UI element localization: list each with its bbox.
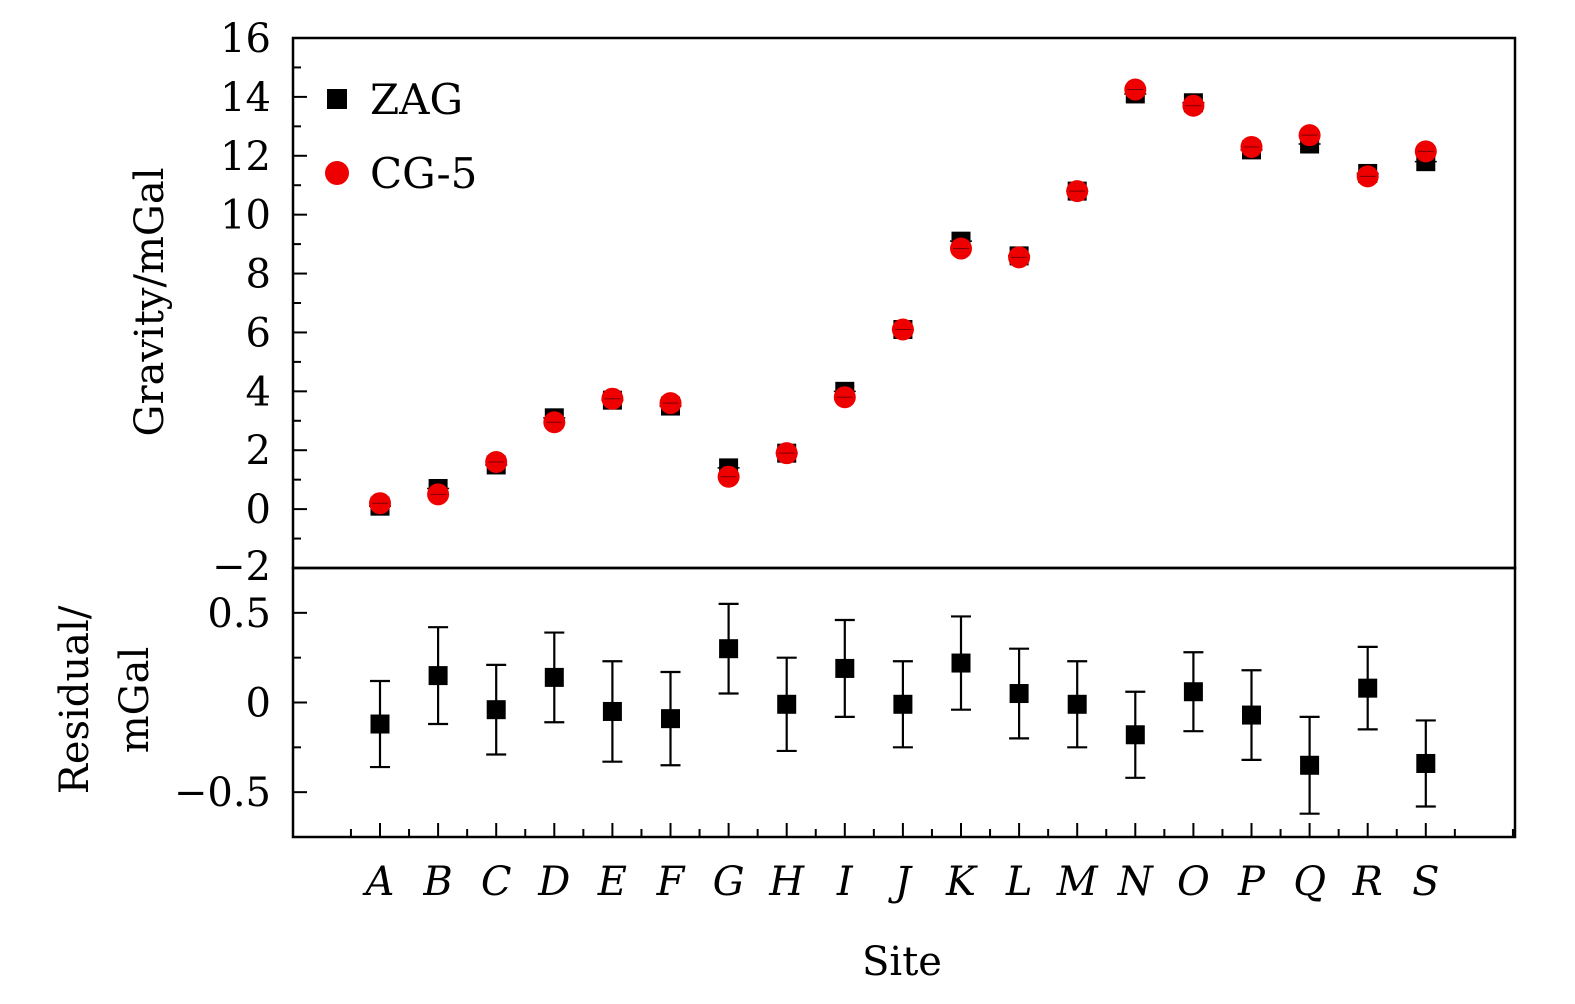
site-tick-label: C: [481, 859, 512, 905]
site-tick-label: K: [945, 859, 978, 905]
residual-point: [602, 701, 622, 721]
legend-zag-marker: [327, 89, 347, 109]
site-tick-label: E: [597, 859, 627, 905]
site-tick-label: M: [1056, 859, 1099, 905]
residual-point: [1300, 755, 1320, 775]
residual-point: [835, 658, 855, 678]
site-tick-label: L: [1005, 859, 1033, 905]
residual-point: [1067, 694, 1087, 714]
site-tick-label: I: [836, 859, 854, 905]
site-tick-label: A: [362, 859, 395, 905]
gravity-panel-frame: [291, 36, 1517, 570]
gravity-axis-label: Gravity/mGal: [127, 168, 173, 437]
residual-point: [719, 639, 739, 659]
site-tick-label: D: [537, 859, 570, 905]
residual-point: [951, 653, 971, 673]
site-tick-label: G: [713, 859, 745, 905]
gravity-tick-label: 16: [220, 16, 271, 62]
residual-point: [893, 694, 913, 714]
residual-point: [1125, 725, 1145, 745]
legend: ZAG CG-5: [325, 75, 477, 198]
legend-cg5-label: CG-5: [370, 149, 477, 198]
site-tick-label: H: [768, 859, 805, 905]
site-tick-label: R: [1352, 859, 1383, 905]
residual-panel: −0.5 0 0.5: [174, 566, 1517, 839]
residual-tick-label: 0.5: [207, 591, 271, 637]
site-tick-label: J: [888, 859, 913, 905]
residual-point: [1416, 753, 1436, 773]
residual-point: [777, 694, 797, 714]
gravity-panel: 0 2 4 6 8 10 12 14 16 −2: [212, 16, 1517, 590]
site-tick-label: Q: [1293, 859, 1326, 905]
residual-axis-label-line1: Residual/: [52, 605, 98, 794]
residual-point: [1358, 678, 1378, 698]
residual-axis-label-line2: mGal: [112, 647, 158, 754]
site-tick-label: S: [1412, 859, 1439, 905]
gravity-tick-label: 6: [246, 310, 271, 356]
residual-point: [428, 666, 448, 686]
gravity-tick-label: 0: [246, 487, 271, 533]
residual-point: [486, 700, 506, 720]
legend-zag-label: ZAG: [370, 75, 463, 124]
residual-point: [1009, 684, 1029, 704]
site-tick-label: B: [422, 859, 452, 905]
gravity-tick-label: 2: [246, 428, 271, 474]
residual-tick-label: 0: [246, 681, 271, 727]
residual-point: [1183, 682, 1203, 702]
site-tick-label: F: [656, 859, 686, 905]
residual-point: [370, 714, 390, 734]
residual-point: [544, 667, 564, 687]
gravity-tick-label: 4: [246, 369, 271, 415]
site-axis-label: Site: [862, 939, 942, 985]
gravity-tick-label: 12: [220, 134, 271, 180]
gravity-tick-label: 14: [220, 75, 271, 121]
residual-point: [661, 709, 680, 729]
site-tick-label: N: [1117, 859, 1155, 905]
site-tick-label: O: [1177, 859, 1210, 905]
gravity-tick-label: 10: [220, 193, 271, 239]
residual-tick-label: −0.5: [174, 770, 271, 816]
site-tick-label: P: [1237, 859, 1266, 905]
legend-cg5-marker: [325, 161, 349, 185]
gravity-tick-label: 8: [246, 252, 271, 298]
gravity-tick-label-bottom: −2: [212, 544, 271, 590]
residual-point: [1242, 705, 1261, 725]
